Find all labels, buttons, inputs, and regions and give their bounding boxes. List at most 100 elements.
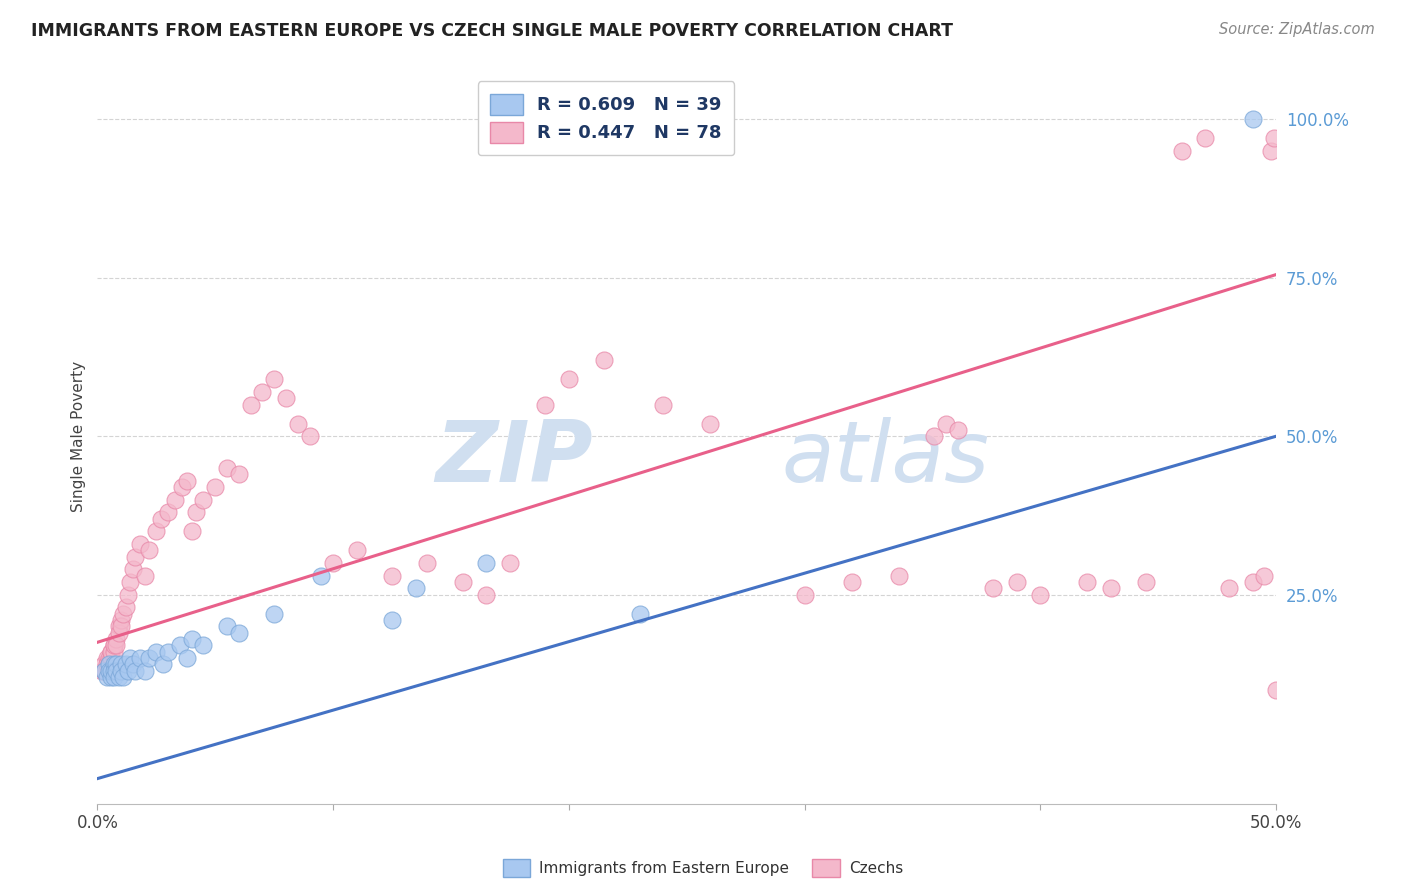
- Point: [110, 664, 132, 678]
- Point: [298, 429, 321, 443]
- Point: [215, 461, 238, 475]
- Point: [105, 639, 128, 653]
- Point: [793, 588, 815, 602]
- Point: [98, 664, 121, 678]
- Point: [103, 645, 125, 659]
- Point: [103, 639, 125, 653]
- Point: [103, 657, 125, 672]
- Point: [138, 651, 160, 665]
- Point: [263, 607, 285, 621]
- Point: [172, 480, 194, 494]
- Legend: Immigrants from Eastern Europe, Czechs: Immigrants from Eastern Europe, Czechs: [495, 852, 911, 884]
- Point: [499, 556, 522, 570]
- Text: IMMIGRANTS FROM EASTERN EUROPE VS CZECH SINGLE MALE POVERTY CORRELATION CHART: IMMIGRANTS FROM EASTERN EUROPE VS CZECH …: [31, 22, 953, 40]
- Point: [252, 384, 274, 399]
- Point: [100, 670, 122, 684]
- Point: [322, 556, 344, 570]
- Point: [1076, 575, 1098, 590]
- Point: [204, 480, 226, 494]
- Point: [134, 568, 156, 582]
- Point: [287, 417, 309, 431]
- Point: [475, 588, 498, 602]
- Point: [107, 619, 129, 633]
- Point: [105, 657, 128, 672]
- Point: [100, 645, 122, 659]
- Point: [239, 398, 262, 412]
- Point: [100, 645, 122, 659]
- Point: [935, 417, 957, 431]
- Point: [100, 651, 122, 665]
- Point: [405, 582, 427, 596]
- Point: [117, 664, 139, 678]
- Point: [110, 613, 132, 627]
- Point: [110, 657, 132, 672]
- Point: [1135, 575, 1157, 590]
- Point: [96, 670, 118, 684]
- Point: [381, 613, 404, 627]
- Point: [451, 575, 474, 590]
- Point: [128, 651, 150, 665]
- Point: [176, 651, 198, 665]
- Point: [180, 632, 202, 647]
- Text: atlas: atlas: [780, 417, 988, 500]
- Point: [145, 524, 167, 539]
- Point: [558, 372, 581, 386]
- Point: [1260, 144, 1282, 158]
- Point: [593, 353, 616, 368]
- Point: [93, 664, 115, 678]
- Point: [416, 556, 439, 570]
- Point: [121, 657, 143, 672]
- Point: [157, 505, 180, 519]
- Point: [228, 625, 250, 640]
- Point: [274, 391, 297, 405]
- Text: ZIP: ZIP: [434, 417, 592, 500]
- Point: [263, 372, 285, 386]
- Point: [981, 582, 1004, 596]
- Point: [841, 575, 863, 590]
- Point: [120, 575, 142, 590]
- Point: [165, 492, 187, 507]
- Point: [699, 417, 721, 431]
- Point: [381, 568, 404, 582]
- Point: [98, 657, 121, 672]
- Point: [138, 543, 160, 558]
- Point: [946, 423, 969, 437]
- Point: [1265, 682, 1288, 697]
- Point: [1241, 575, 1264, 590]
- Point: [176, 474, 198, 488]
- Point: [93, 657, 115, 672]
- Point: [103, 639, 125, 653]
- Point: [103, 664, 125, 678]
- Point: [105, 632, 128, 647]
- Point: [110, 619, 132, 633]
- Point: [91, 664, 114, 678]
- Point: [186, 505, 208, 519]
- Point: [193, 639, 215, 653]
- Point: [1218, 582, 1240, 596]
- Point: [121, 562, 143, 576]
- Point: [145, 645, 167, 659]
- Text: Source: ZipAtlas.com: Source: ZipAtlas.com: [1219, 22, 1375, 37]
- Point: [98, 651, 121, 665]
- Point: [150, 511, 173, 525]
- Point: [652, 398, 675, 412]
- Point: [169, 639, 191, 653]
- Point: [134, 664, 156, 678]
- Point: [152, 657, 174, 672]
- Point: [124, 664, 146, 678]
- Point: [346, 543, 368, 558]
- Point: [1099, 582, 1122, 596]
- Point: [107, 625, 129, 640]
- Point: [96, 657, 118, 672]
- Point: [157, 645, 180, 659]
- Point: [228, 467, 250, 482]
- Point: [311, 568, 333, 582]
- Point: [100, 664, 122, 678]
- Point: [922, 429, 945, 443]
- Point: [534, 398, 557, 412]
- Point: [887, 568, 910, 582]
- Point: [1194, 131, 1216, 145]
- Point: [628, 607, 651, 621]
- Point: [1005, 575, 1028, 590]
- Point: [124, 549, 146, 564]
